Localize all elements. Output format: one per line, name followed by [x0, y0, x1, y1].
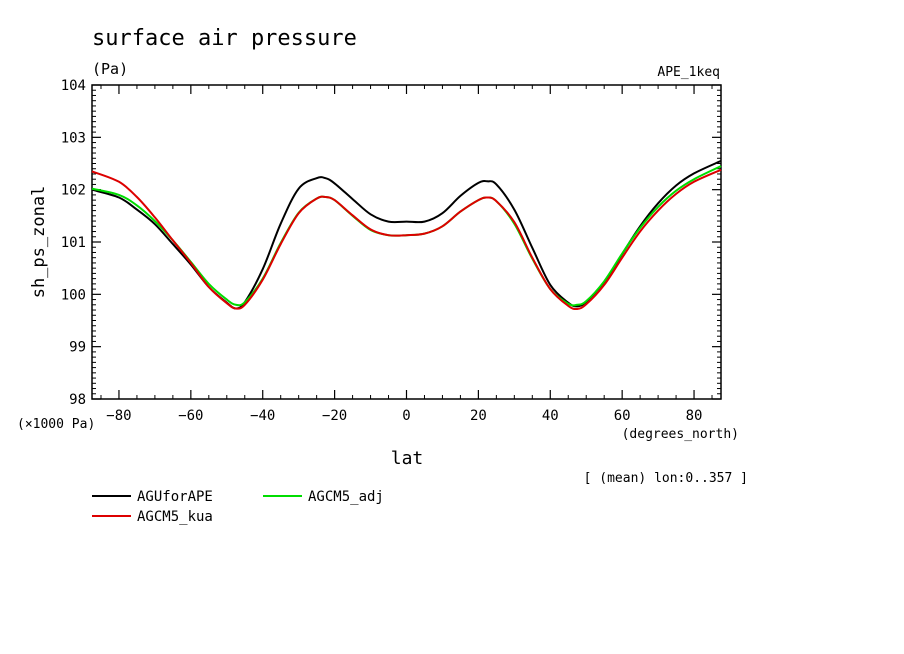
x-tick-label: 20 [470, 408, 487, 424]
x-units-label: (degrees_north) [622, 427, 739, 442]
y-tick-label: 103 [61, 130, 86, 146]
x-axis-title: lat [391, 448, 424, 469]
x-tick-label: 80 [686, 408, 703, 424]
y-tick-labels: 98 99 100 101 102 103 104 [61, 78, 86, 408]
chart-units: (Pa) [92, 60, 128, 78]
legend-label-agufor-ape: AGUforAPE [137, 489, 213, 505]
x-tick-label: −80 [106, 408, 131, 424]
y-tick-label: 98 [69, 392, 86, 408]
x-tick-label: −40 [250, 408, 275, 424]
y-scale-note: (×1000 Pa) [17, 417, 95, 432]
x-tick-label: 40 [542, 408, 559, 424]
x-tick-label: 0 [402, 408, 410, 424]
x-tick-label: −60 [178, 408, 203, 424]
x-tick-label: −20 [322, 408, 347, 424]
series-lines [91, 159, 722, 311]
legend: AGUforAPE AGCM5_kua AGCM5_adj [92, 489, 384, 525]
plot-frame [91, 84, 722, 400]
legend-label-agcm5-kua: AGCM5_kua [137, 509, 213, 525]
series-line-agcm5-kua [91, 168, 722, 311]
chart-title: surface air pressure [92, 26, 357, 51]
y-tick-label: 102 [61, 183, 86, 199]
axis-ticks [92, 84, 721, 400]
y-tick-label: 101 [61, 235, 86, 251]
legend-label-agcm5-adj: AGCM5_adj [308, 489, 384, 505]
x-tick-label: 60 [614, 408, 631, 424]
subset-note: [ (mean) lon:0..357 ] [584, 471, 748, 486]
y-tick-label: 100 [61, 287, 86, 303]
y-tick-label: 99 [69, 340, 86, 356]
x-tick-labels: −80 −60 −40 −20 0 20 40 60 80 [106, 408, 702, 424]
y-tick-label: 104 [61, 78, 86, 94]
y-axis-title: sh_ps_zonal [29, 186, 49, 299]
experiment-label: APE_1keq [657, 65, 720, 80]
